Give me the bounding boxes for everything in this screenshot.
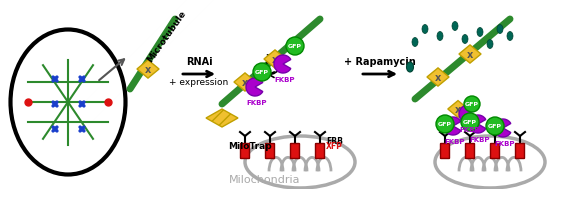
FancyBboxPatch shape (466, 144, 474, 159)
Ellipse shape (412, 38, 418, 47)
Text: x: x (145, 65, 151, 75)
Ellipse shape (487, 40, 493, 49)
Text: FKBP: FKBP (460, 126, 480, 132)
Text: GFP: GFP (255, 70, 269, 75)
Wedge shape (274, 56, 291, 74)
Text: FKBP: FKBP (495, 140, 515, 146)
Text: x: x (272, 55, 278, 65)
Circle shape (436, 115, 454, 133)
Wedge shape (246, 79, 263, 96)
Text: GFP: GFP (463, 120, 477, 125)
Wedge shape (444, 118, 461, 135)
Text: FKBP: FKBP (247, 100, 267, 105)
Ellipse shape (245, 136, 355, 188)
Circle shape (253, 64, 271, 82)
Ellipse shape (407, 63, 414, 73)
Ellipse shape (462, 35, 468, 44)
FancyBboxPatch shape (515, 144, 525, 159)
Polygon shape (234, 73, 256, 92)
Bar (0, 189, 585, 204)
FancyBboxPatch shape (490, 144, 500, 159)
Text: XFP: XFP (326, 142, 343, 151)
Wedge shape (494, 119, 511, 137)
FancyBboxPatch shape (240, 144, 249, 159)
FancyBboxPatch shape (441, 144, 449, 159)
Ellipse shape (437, 32, 443, 41)
Ellipse shape (452, 22, 458, 31)
Polygon shape (137, 61, 159, 79)
Text: GFP: GFP (438, 122, 452, 127)
Polygon shape (427, 69, 449, 87)
Text: RNAi: RNAi (185, 57, 212, 67)
Polygon shape (448, 101, 468, 118)
FancyBboxPatch shape (291, 144, 300, 159)
Text: GFP: GFP (288, 44, 302, 49)
FancyBboxPatch shape (315, 144, 325, 159)
Wedge shape (469, 115, 486, 133)
Circle shape (461, 113, 479, 131)
Text: + Rapamycin: + Rapamycin (344, 57, 416, 67)
Circle shape (486, 118, 504, 135)
Text: GFP: GFP (465, 102, 479, 107)
Text: + expression: + expression (170, 78, 229, 86)
Ellipse shape (507, 32, 513, 41)
Text: FKBP: FKBP (445, 138, 465, 144)
Text: FKBP: FKBP (275, 77, 295, 83)
Text: x: x (467, 50, 473, 60)
Text: x: x (435, 73, 441, 83)
Text: MiloTrap: MiloTrap (228, 142, 271, 151)
Ellipse shape (477, 28, 483, 37)
Ellipse shape (497, 25, 503, 34)
Text: Microtubule: Microtubule (146, 9, 188, 64)
Ellipse shape (435, 136, 545, 188)
Polygon shape (264, 51, 286, 69)
Text: FKBP: FKBP (470, 136, 490, 142)
Text: GFP: GFP (488, 124, 502, 129)
FancyBboxPatch shape (266, 144, 274, 159)
Ellipse shape (11, 30, 126, 175)
Polygon shape (459, 46, 481, 64)
Text: FRB: FRB (326, 136, 343, 145)
Circle shape (464, 96, 480, 112)
Text: x: x (242, 78, 248, 88)
Wedge shape (459, 105, 476, 123)
Text: Milochondria: Milochondria (229, 174, 301, 184)
Polygon shape (206, 110, 238, 127)
Ellipse shape (422, 25, 428, 34)
Circle shape (286, 38, 304, 56)
Text: x: x (455, 104, 461, 114)
